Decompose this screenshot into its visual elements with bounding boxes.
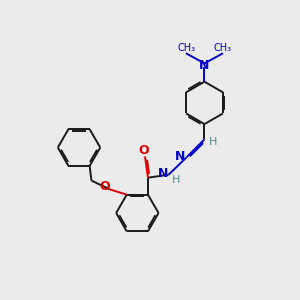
Text: CH₃: CH₃ (214, 44, 232, 53)
Text: O: O (100, 180, 110, 193)
Text: O: O (139, 143, 149, 157)
Text: N: N (175, 150, 185, 163)
Text: H: H (209, 137, 218, 147)
Text: N: N (158, 167, 168, 180)
Text: CH₃: CH₃ (177, 44, 195, 53)
Text: N: N (199, 59, 210, 72)
Text: H: H (172, 175, 180, 185)
